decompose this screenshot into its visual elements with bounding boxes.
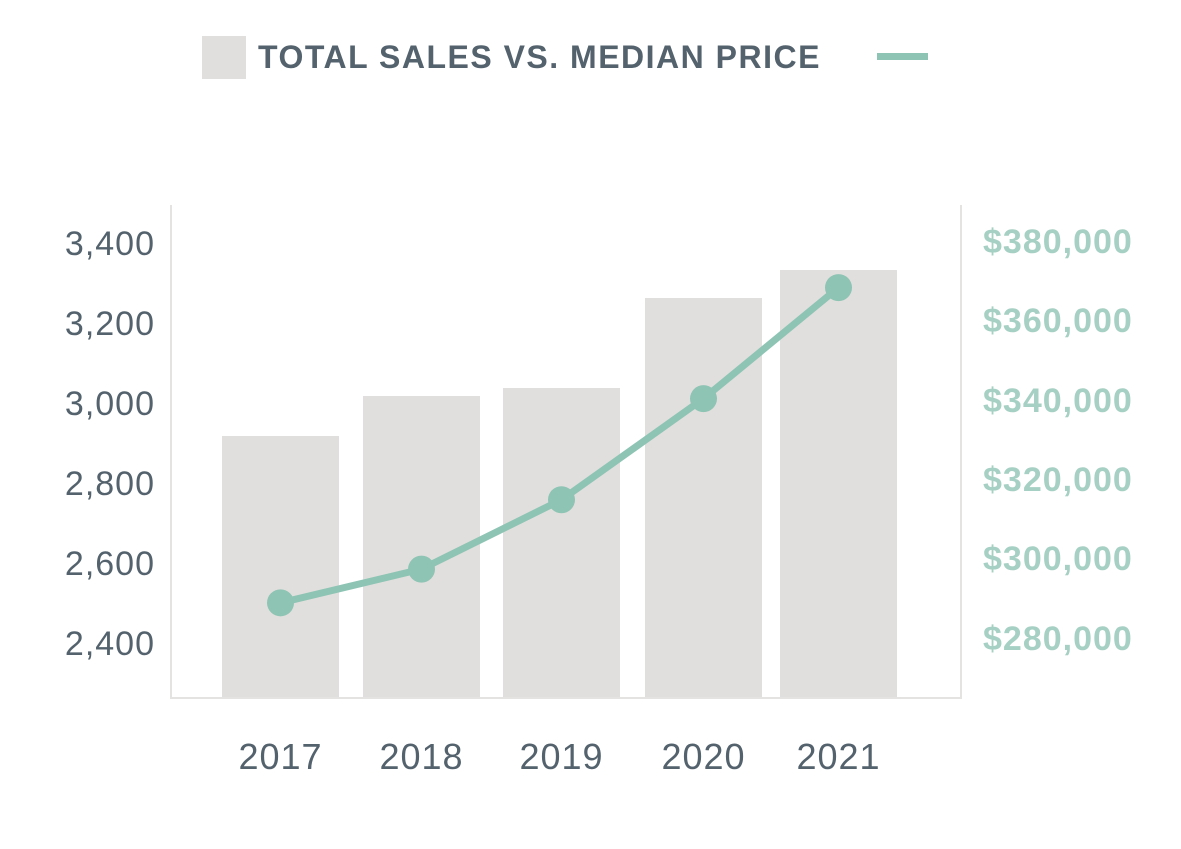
y-axis-right-tick: $360,000 [983, 302, 1133, 341]
x-axis-label-2019: 2019 [519, 736, 604, 777]
y-axis-left-tick: 2,600 [64, 545, 155, 583]
x-axis-label-2020: 2020 [661, 736, 746, 777]
chart-title: TOTAL SALES VS. MEDIAN PRICE [258, 39, 821, 75]
legend-line-swatch-icon [877, 53, 928, 60]
x-axis-label-2018: 2018 [379, 736, 464, 777]
bar-2017 [222, 436, 339, 697]
bar-2019 [503, 388, 620, 697]
bar-2020 [645, 298, 762, 697]
y-axis-right-tick: $280,000 [983, 619, 1133, 658]
y-axis-left-tick: 2,800 [64, 465, 155, 503]
right-axis-line [960, 205, 962, 699]
y-axis-left-tick: 3,400 [64, 225, 155, 263]
y-axis-left-tick: 2,400 [64, 625, 155, 663]
y-axis-left-tick: 3,200 [64, 305, 155, 343]
x-axis-label-2017: 2017 [238, 736, 323, 777]
y-axis-right-tick: $320,000 [983, 460, 1133, 499]
y-axis-left-tick: 3,000 [64, 385, 155, 423]
x-axis-line [170, 697, 962, 699]
bar-2018 [363, 396, 480, 697]
left-axis-line [170, 205, 172, 699]
x-axis-label-2021: 2021 [796, 736, 881, 777]
y-axis-right-tick: $380,000 [983, 223, 1133, 261]
legend-bar-swatch-icon [202, 36, 246, 79]
y-axis-right-tick: $340,000 [983, 381, 1133, 420]
bar-2021 [780, 270, 897, 697]
y-axis-right-tick: $300,000 [983, 540, 1133, 579]
